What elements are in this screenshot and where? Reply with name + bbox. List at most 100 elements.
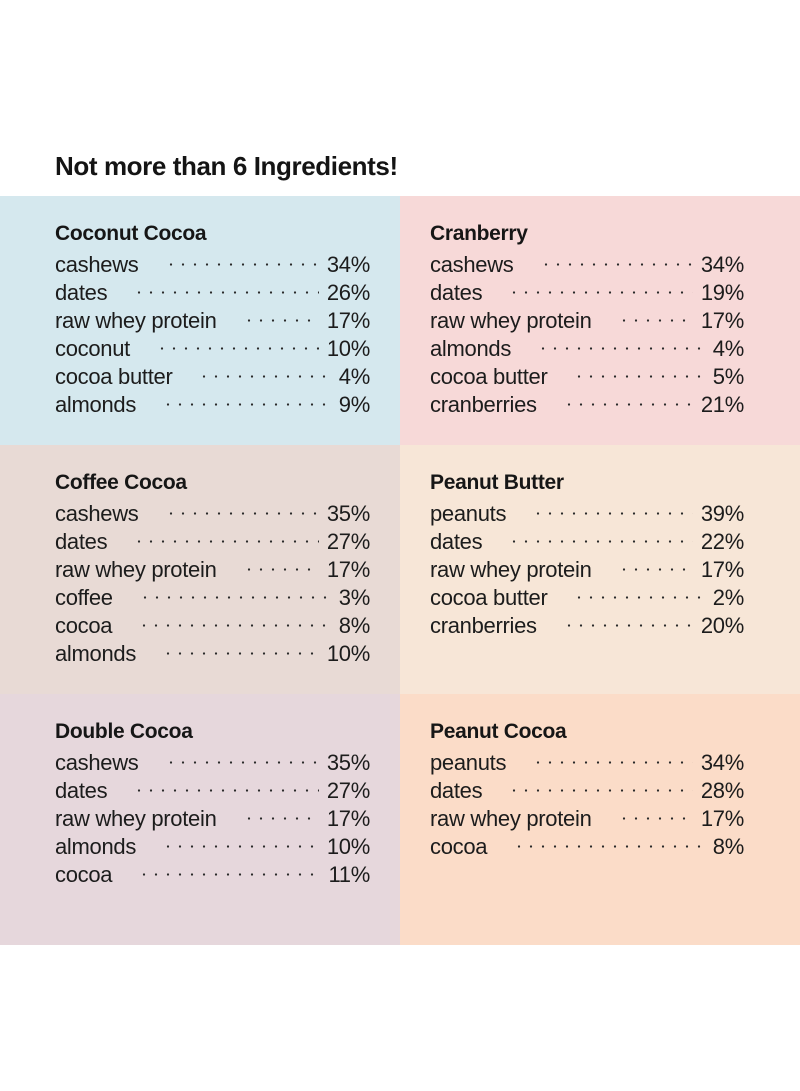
- ingredient-list: cashews 34% dates 26% raw whey protein 17% coc…: [55, 251, 370, 419]
- ingredient-name: almonds: [430, 336, 512, 361]
- dot-leader: [242, 568, 319, 571]
- ingredient-name: coconut: [55, 336, 130, 361]
- ingredient-row: coconut 10%: [55, 335, 370, 363]
- ingredient-percentage: 8%: [712, 834, 745, 859]
- ingredient-percentage: 27%: [326, 778, 370, 803]
- dot-leader: [133, 789, 319, 792]
- dot-leader: [532, 761, 693, 764]
- dot-leader: [573, 375, 705, 378]
- ingredient-row: peanuts 34%: [430, 749, 744, 777]
- ingredient-percentage: 27%: [326, 529, 370, 554]
- ingredient-row: raw whey protein 17%: [430, 307, 744, 335]
- ingredient-row: dates 26%: [55, 279, 370, 307]
- dot-leader: [133, 291, 319, 294]
- ingredient-name: cocoa: [55, 613, 113, 638]
- ingredient-name: peanuts: [430, 501, 507, 526]
- ingredient-percentage: 10%: [326, 834, 370, 859]
- ingredient-name: almonds: [55, 392, 137, 417]
- flavor-panel-peanut-cocoa: Peanut Cocoa peanuts 34% dates 28% raw whey …: [400, 694, 800, 945]
- dot-leader: [508, 540, 693, 543]
- ingredient-name: almonds: [55, 834, 137, 859]
- ingredient-percentage: 17%: [326, 308, 370, 333]
- flavor-title: Coffee Cocoa: [55, 471, 187, 494]
- ingredient-name: dates: [430, 778, 483, 803]
- ingredient-name: dates: [55, 280, 108, 305]
- ingredient-name: cranberries: [430, 613, 537, 638]
- ingredient-percentage: 34%: [326, 252, 370, 277]
- flavor-title: Peanut Butter: [430, 471, 564, 494]
- dot-leader: [508, 291, 693, 294]
- dot-leader: [617, 568, 693, 571]
- dot-leader: [162, 845, 319, 848]
- flavor-title: Cranberry: [430, 222, 528, 245]
- ingredient-row: peanuts 39%: [430, 500, 744, 528]
- ingredient-name: cashews: [430, 252, 514, 277]
- ingredient-name: dates: [55, 529, 108, 554]
- dot-leader: [508, 789, 693, 792]
- ingredient-name: coffee: [55, 585, 113, 610]
- ingredient-percentage: 4%: [338, 364, 371, 389]
- flavor-panel-coconut-cocoa: Coconut Cocoa cashews 34% dates 26% raw whey…: [0, 196, 400, 445]
- ingredient-percentage: 26%: [326, 280, 370, 305]
- ingredient-name: dates: [55, 778, 108, 803]
- ingredient-percentage: 19%: [700, 280, 744, 305]
- ingredient-name: raw whey protein: [55, 308, 217, 333]
- dot-leader: [617, 817, 693, 820]
- ingredient-name: cocoa: [430, 834, 488, 859]
- ingredient-name: almonds: [55, 641, 137, 666]
- ingredient-percentage: 10%: [326, 336, 370, 361]
- ingredient-name: cashews: [55, 501, 139, 526]
- dot-leader: [539, 263, 693, 266]
- dot-leader: [242, 319, 319, 322]
- ingredient-name: raw whey protein: [55, 557, 217, 582]
- ingredient-list: cashews 35% dates 27% raw whey protein 17% cof…: [55, 500, 370, 668]
- dot-leader: [162, 652, 319, 655]
- ingredient-row: cashews 35%: [55, 500, 370, 528]
- ingredient-percentage: 17%: [700, 557, 744, 582]
- flavor-title: Coconut Cocoa: [55, 222, 207, 245]
- ingredient-row: almonds 10%: [55, 640, 370, 668]
- dot-leader: [573, 596, 705, 599]
- ingredient-percentage: 34%: [700, 252, 744, 277]
- ingredient-name: cocoa butter: [430, 364, 548, 389]
- ingredient-percentage: 17%: [326, 557, 370, 582]
- ingredient-percentage: 28%: [700, 778, 744, 803]
- ingredient-row: almonds 4%: [430, 335, 744, 363]
- page-title: Not more than 6 Ingredients!: [55, 151, 398, 181]
- ingredient-row: cranberries 20%: [430, 612, 744, 640]
- dot-leader: [155, 347, 319, 350]
- dot-leader: [562, 624, 693, 627]
- ingredient-percentage: 9%: [338, 392, 371, 417]
- ingredient-row: cocoa butter 2%: [430, 584, 744, 612]
- ingredient-percentage: 2%: [712, 585, 745, 610]
- flavor-panel-double-cocoa: Double Cocoa cashews 35% dates 27% raw whey …: [0, 694, 400, 945]
- dot-leader: [242, 817, 319, 820]
- dot-leader: [162, 403, 331, 406]
- ingredient-row: raw whey protein 17%: [430, 805, 744, 833]
- flavor-panel-peanut-butter: Peanut Butter peanuts 39% dates 22% raw whey…: [400, 445, 800, 694]
- ingredient-percentage: 5%: [712, 364, 745, 389]
- dot-leader: [562, 403, 693, 406]
- ingredient-percentage: 17%: [700, 806, 744, 831]
- ingredient-name: cashews: [55, 252, 139, 277]
- dot-leader: [537, 347, 705, 350]
- ingredient-row: dates 19%: [430, 279, 744, 307]
- flavor-title: Double Cocoa: [55, 720, 193, 743]
- ingredient-row: cashews 34%: [55, 251, 370, 279]
- ingredient-row: almonds 10%: [55, 833, 370, 861]
- ingredient-name: raw whey protein: [430, 308, 592, 333]
- dot-leader: [532, 512, 693, 515]
- flavor-title: Peanut Cocoa: [430, 720, 567, 743]
- ingredient-row: dates 27%: [55, 777, 370, 805]
- dot-leader: [164, 263, 319, 266]
- ingredient-row: cashews 35%: [55, 749, 370, 777]
- ingredient-name: peanuts: [430, 750, 507, 775]
- ingredient-percentage: 17%: [326, 806, 370, 831]
- flavor-panel-coffee-cocoa: Coffee Cocoa cashews 35% dates 27% raw whey …: [0, 445, 400, 694]
- ingredient-row: coffee 3%: [55, 584, 370, 612]
- ingredient-percentage: 3%: [338, 585, 371, 610]
- ingredient-row: cocoa 8%: [430, 833, 744, 861]
- ingredient-list: peanuts 34% dates 28% raw whey protein 17% coc…: [430, 749, 744, 861]
- dot-leader: [617, 319, 693, 322]
- flavor-grid: Coconut Cocoa cashews 34% dates 26% raw whey…: [0, 196, 800, 945]
